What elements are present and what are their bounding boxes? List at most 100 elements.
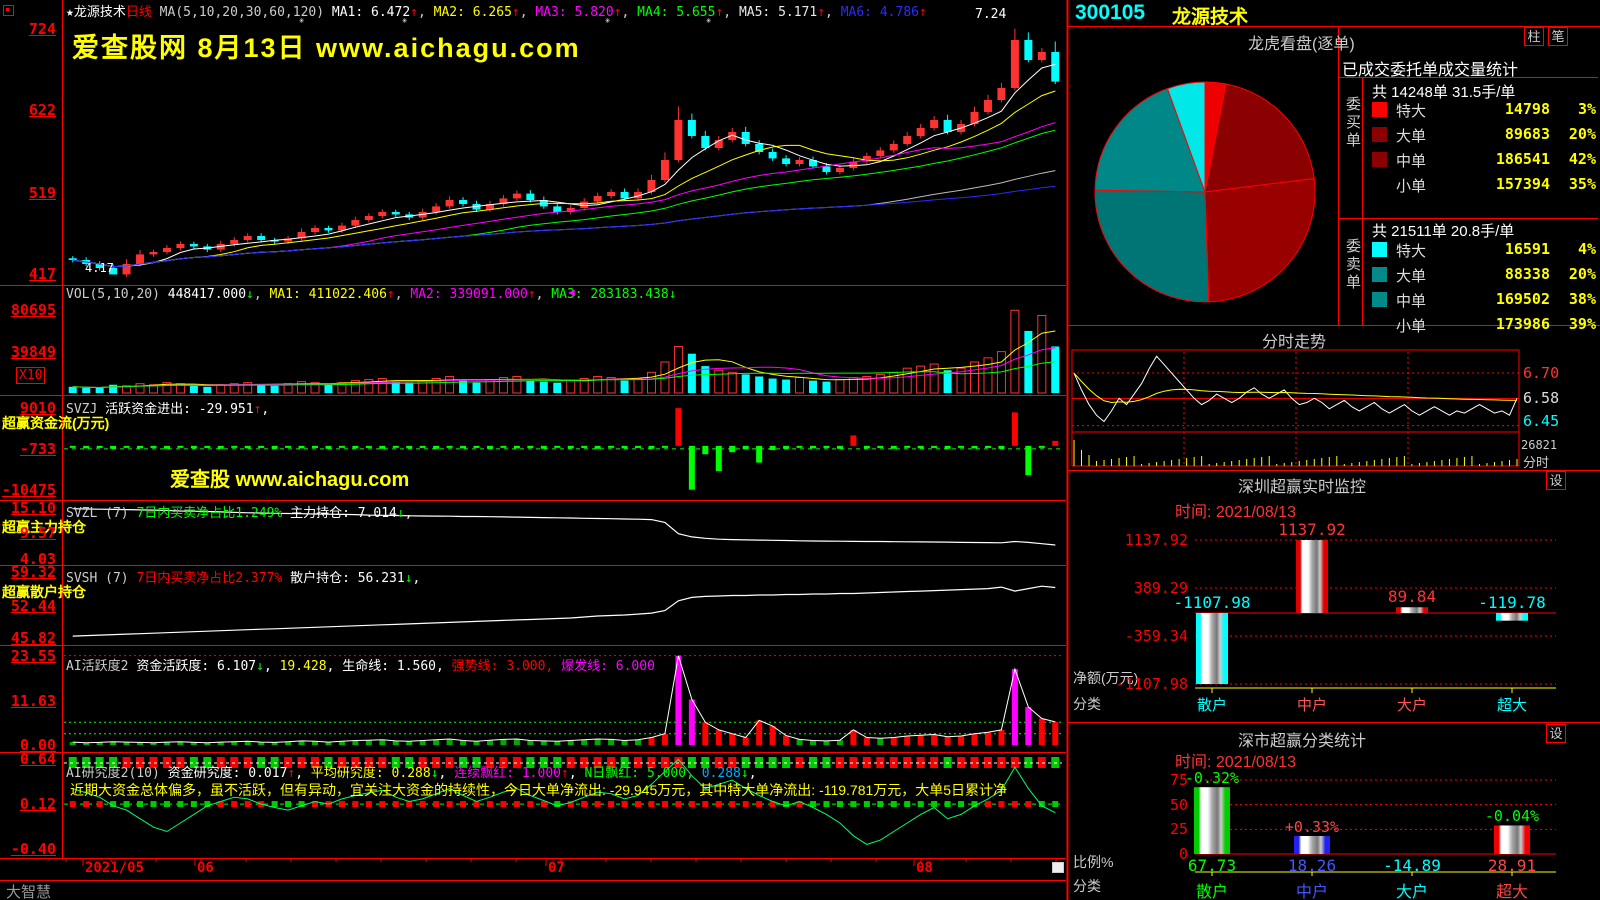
pie-slice-大单买[interactable] xyxy=(1204,83,1315,193)
header-part: , xyxy=(326,659,343,674)
longhu-title: 龙虎看盘(逐单) xyxy=(1248,36,1355,53)
header-part: ↓ xyxy=(430,766,439,781)
axis-label: 9010 xyxy=(19,399,56,418)
scroll-indicator-icon[interactable]: ◄ xyxy=(566,287,577,299)
order-row-name: 小单 xyxy=(1396,178,1427,195)
header-part: 强势线: 3.000, xyxy=(451,659,562,674)
header-part: 散户持仓: 56.231 xyxy=(282,571,405,586)
axis-label: 0.00 xyxy=(19,736,56,755)
axis-label: 519 xyxy=(28,183,56,202)
bar-value-label: -1107.98 xyxy=(1173,593,1251,612)
header-part: ↑ xyxy=(613,5,622,20)
header-part: ↓ xyxy=(740,766,749,781)
sell-side-label: 委卖单 xyxy=(1344,238,1361,292)
header-part: AI活跃度2 xyxy=(66,659,137,674)
axis-label: -733 xyxy=(19,439,56,458)
header-part: ↑ xyxy=(715,5,724,20)
svzj-sub-label: 超赢资金流(万元) xyxy=(2,415,110,431)
ai-research-tip: 近期大资金总体偏多，虽不活跃，但有异动，宜关注大资金的持续性，今日大单净流出: … xyxy=(70,782,1008,798)
ai-research-header: AI研究度2(10) 资金研究度: 0.017↑, 平均研究度: 0.288↓,… xyxy=(66,762,1066,781)
axis-label: 417 xyxy=(28,265,56,284)
header-part: SVSH (7) xyxy=(66,571,137,586)
header-part: MA2: 6.265 xyxy=(433,5,512,20)
pie-slice-大单卖[interactable] xyxy=(1094,87,1206,193)
sell-summary: 共 21511单 20.8手/单 xyxy=(1372,223,1515,240)
header-part: 爆发线: 6.000 xyxy=(561,659,655,674)
order-row-pct: 3% xyxy=(1577,100,1596,118)
ytick-label: -1107.98 xyxy=(1115,675,1188,694)
bar-pct-label: +0.33% xyxy=(1284,817,1340,836)
header-part: 生命线: 1.560, xyxy=(342,659,452,674)
order-row-value: 186541 xyxy=(1495,150,1550,168)
axis-label: 80695 xyxy=(10,300,56,319)
pen-mode-button[interactable]: 笔 xyxy=(1548,27,1568,46)
date-label: 2021/05 xyxy=(85,860,145,876)
legend-swatch xyxy=(1372,242,1387,257)
svzj-header: SVZJ 活跃资金进出: -29.951↑, xyxy=(66,398,269,417)
header-part: , xyxy=(394,287,411,302)
ytick-label: 75 xyxy=(1169,771,1188,789)
header-part: ↓ xyxy=(404,571,413,586)
watermark-main: 爱查股网 8月13日 www.aichagu.com xyxy=(72,33,581,63)
settings-button-realtime[interactable]: 设 xyxy=(1546,471,1566,490)
minute-vol-label: 26821 xyxy=(1521,438,1558,452)
pie-slice-特大卖[interactable] xyxy=(1166,81,1206,193)
header-part: 龙源技术 xyxy=(73,5,126,20)
buy-summary: 共 14248单 31.5手/单 xyxy=(1372,84,1516,101)
order-row-value: 88338 xyxy=(1504,265,1550,283)
axis-label: 724 xyxy=(28,19,56,38)
pie-slice-中单卖[interactable] xyxy=(1094,189,1210,303)
axis-label: 9.57 xyxy=(19,524,56,543)
header-part: 资金活跃度: 6.107 xyxy=(136,659,257,674)
header-part: 0.288 xyxy=(701,766,741,781)
ytick-label: -359.34 xyxy=(1124,627,1188,646)
header-part: MA(5,10,20,30,60,120) xyxy=(151,5,332,20)
header-part: ↑ xyxy=(918,5,927,20)
axis-label: 622 xyxy=(28,101,56,120)
header-part: 连续飘红: 1.000 xyxy=(454,766,561,781)
header-part: ↑ xyxy=(560,766,569,781)
lock-icon xyxy=(1052,862,1064,873)
header-part: ↓ xyxy=(246,287,254,302)
header-part: , xyxy=(519,5,536,20)
header-part: MA2: 339091.000 xyxy=(410,287,528,302)
axis-label: 52.44 xyxy=(10,597,56,616)
ytick-label: 25 xyxy=(1169,820,1188,839)
alert-icon xyxy=(3,5,14,16)
bar-value-label: 28.91 xyxy=(1487,856,1537,875)
pie-slice-中单买[interactable] xyxy=(1204,178,1316,303)
vol-unit-badge: X10 xyxy=(16,367,46,384)
order-row-pct: 39% xyxy=(1568,315,1596,333)
ai-activity-header: AI活跃度2 资金活跃度: 6.107↓, 19.428, 生命线: 1.560… xyxy=(66,655,1066,674)
header-part: , xyxy=(748,766,757,781)
order-stats-title: 已成交委托单成交量统计 xyxy=(1342,62,1519,79)
axis-label: -10475 xyxy=(1,480,56,499)
bar-pct-label: -0.32% xyxy=(1184,769,1240,788)
realtime-xlabel: 分类 xyxy=(1073,696,1101,712)
axis-label: 0.64 xyxy=(19,750,56,769)
minute-tag-label: 分时 xyxy=(1523,455,1550,470)
header-part: ↑ xyxy=(817,5,826,20)
date-label: 08 xyxy=(916,860,933,876)
bar-mode-button[interactable]: 柱 xyxy=(1524,27,1544,46)
header-part: , xyxy=(263,659,280,674)
header-part: , xyxy=(404,506,413,521)
header-part: MA6: 4.786 xyxy=(840,5,919,20)
vol-header: VOL(5,10,20) 448417.000↓, MA1: 411022.40… xyxy=(66,287,1066,302)
settings-button-class[interactable]: 设 xyxy=(1546,724,1566,743)
svzl-header: SVZL (7) 7日内买卖净占比1.249% 主力持仓: 7.014↓, xyxy=(66,502,413,521)
header-part: AI研究度2(10) xyxy=(66,766,168,781)
high-price-label: 7.24 xyxy=(975,7,1007,22)
axis-label: 39849 xyxy=(10,342,56,361)
header-part: 19.428 xyxy=(279,659,327,674)
header-part: , xyxy=(261,402,270,417)
bar-value-label: -14.89 xyxy=(1383,856,1441,875)
header-part: ↑ xyxy=(410,5,418,20)
order-row-name: 特大 xyxy=(1396,103,1427,120)
axis-label: -0.40 xyxy=(10,839,56,858)
order-row-value: 157394 xyxy=(1495,175,1550,193)
signal-star-icon: ✳ xyxy=(605,16,611,26)
header-part: MA4: 5.655 xyxy=(637,5,716,20)
